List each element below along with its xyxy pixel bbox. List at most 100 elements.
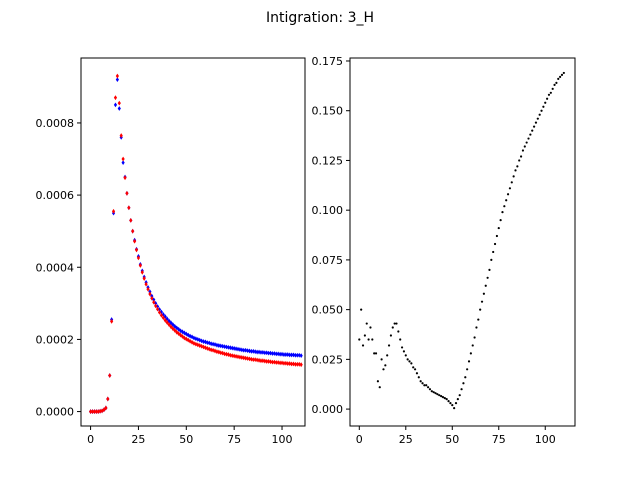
data-point [205, 340, 209, 346]
data-point [289, 361, 294, 367]
data-point [238, 347, 242, 352]
data-point [159, 312, 164, 318]
data-point [236, 346, 240, 352]
data-point [222, 351, 227, 357]
data-point [140, 269, 144, 275]
y-tick-label: 0.0004 [36, 261, 75, 274]
data-point [443, 397, 446, 400]
data-point [270, 359, 275, 365]
x-tick-label: 50 [445, 433, 459, 446]
data-point [274, 360, 278, 365]
data-point [240, 347, 244, 353]
data-point [173, 324, 177, 329]
data-point [295, 361, 299, 367]
data-point [534, 121, 538, 124]
data-point [267, 350, 271, 356]
data-point [471, 344, 474, 347]
data-point [211, 347, 215, 353]
data-point [272, 359, 276, 365]
data-point [560, 73, 564, 77]
data-point [154, 303, 158, 309]
data-point [441, 396, 445, 399]
data-point [449, 402, 452, 405]
data-point [163, 317, 167, 323]
data-point [157, 307, 162, 312]
data-point [456, 398, 459, 401]
data-point [293, 352, 298, 358]
data-point [228, 352, 232, 358]
data-point [288, 361, 292, 366]
data-point [192, 335, 196, 341]
data-point [274, 351, 278, 357]
data-point [236, 354, 240, 360]
data-points [88, 73, 303, 414]
data-point [161, 315, 165, 321]
data-point [247, 356, 252, 362]
data-point [297, 361, 301, 367]
data-point [106, 396, 110, 402]
data-point [115, 73, 119, 79]
data-point [121, 156, 125, 162]
data-point [255, 357, 259, 363]
data-point [113, 95, 118, 101]
data-point [272, 351, 276, 356]
data-point [133, 238, 137, 244]
data-point [276, 351, 280, 357]
data-point [234, 346, 238, 352]
data-point [460, 388, 463, 391]
y-tick-label: 0.150 [312, 105, 344, 118]
data-point [492, 250, 495, 254]
data-point [134, 247, 139, 253]
data-point [360, 308, 363, 311]
data-point [217, 343, 221, 348]
data-point [232, 353, 236, 359]
data-point [562, 71, 565, 75]
data-point [525, 141, 528, 144]
data-point [555, 81, 558, 84]
data-point [282, 352, 286, 357]
data-point [98, 408, 102, 414]
data-point [268, 350, 273, 356]
data-point [365, 322, 368, 325]
data-point [523, 145, 526, 148]
data-point [201, 339, 206, 344]
data-point [263, 358, 267, 364]
data-point [159, 309, 164, 315]
data-point [395, 322, 398, 325]
data-point [480, 300, 484, 303]
data-point [423, 384, 426, 387]
data-point [484, 284, 487, 287]
data-point [177, 331, 181, 337]
y-tick-label: 0.175 [312, 55, 344, 68]
data-point [421, 382, 424, 385]
data-point [209, 347, 213, 353]
data-point [464, 376, 467, 379]
data-point [245, 348, 250, 353]
data-point [230, 345, 234, 351]
data-point [232, 346, 236, 351]
data-point [469, 352, 472, 355]
data-point [127, 205, 131, 211]
data-point [286, 352, 290, 357]
data-point [211, 341, 215, 347]
figure-title: Intigration: 3_H [266, 10, 374, 26]
data-point [428, 388, 432, 391]
data-point [125, 190, 129, 196]
data-point [96, 409, 100, 414]
data-point [242, 347, 246, 353]
data-point [148, 291, 152, 297]
data-point [146, 286, 150, 292]
data-point [473, 336, 476, 339]
data-point [165, 320, 169, 325]
data-point [538, 113, 541, 116]
data-point [182, 335, 186, 341]
x-tick-label: 75 [492, 433, 506, 446]
data-point [440, 395, 443, 398]
data-point [278, 360, 282, 366]
data-point [259, 358, 263, 364]
data-point [249, 356, 253, 362]
data-point [529, 133, 532, 136]
data-point [226, 352, 231, 357]
data-point [288, 352, 292, 358]
